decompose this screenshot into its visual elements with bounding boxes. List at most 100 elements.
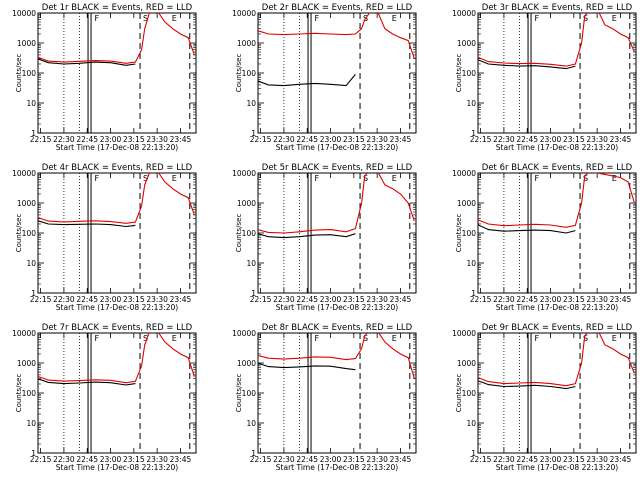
- plot-frame: [37, 12, 197, 134]
- series-line-events: [258, 233, 356, 239]
- panel-title: Det 3r BLACK = Events, RED = LLD: [482, 3, 633, 13]
- x-tick-label: 22:30: [273, 135, 295, 144]
- x-tick-label: 22:15: [30, 455, 52, 464]
- x-tick-label: 23:00: [320, 295, 342, 304]
- chart-panel-1r: Det 1r BLACK = Events, RED = LLD 1 10 100 10…: [12, 3, 197, 152]
- x-tick-label: 23:45: [170, 135, 192, 144]
- y-axis-label: Counts/sec: [455, 374, 463, 413]
- plot-frame: [37, 172, 197, 294]
- y-tick-label: 1000: [237, 39, 256, 48]
- x-tick-label: 22:45: [76, 295, 98, 304]
- marker-label-e: E: [392, 174, 397, 183]
- panel-title: Det 1r BLACK = Events, RED = LLD: [42, 3, 193, 13]
- x-tick-label: 23:30: [366, 455, 388, 464]
- series-line-lld: [38, 333, 195, 384]
- chart-panel-8r: Det 8r BLACK = Events, RED = LLD 1 10 100 10…: [232, 323, 417, 472]
- y-tick-label: 1000: [457, 199, 476, 208]
- y-tick-label: 10: [26, 259, 36, 268]
- marker-label-e: E: [392, 334, 397, 343]
- series-line-events: [38, 58, 136, 66]
- y-tick-label: 100: [22, 229, 37, 238]
- marker-label-f: F: [315, 334, 320, 343]
- x-tick-label: 23:15: [563, 295, 585, 304]
- series-line-events: [38, 220, 136, 228]
- marker-label-e: E: [392, 14, 397, 23]
- y-tick-label: 10: [26, 419, 36, 428]
- y-tick-label: 1: [251, 289, 256, 298]
- y-axis-label: Counts/sec: [15, 54, 23, 93]
- panel-title: Det 7r BLACK = Events, RED = LLD: [42, 323, 193, 333]
- series-line-lld: [478, 333, 635, 387]
- y-tick-label: 1: [31, 449, 36, 458]
- x-tick-label: 23:00: [100, 135, 122, 144]
- marker-label-s: S: [143, 14, 148, 23]
- marker-label-s: S: [583, 334, 588, 343]
- x-tick-label: 23:45: [610, 295, 632, 304]
- x-tick-label: 22:30: [53, 135, 75, 144]
- marker-label-f: F: [95, 14, 100, 23]
- marker-label-e: E: [172, 14, 177, 23]
- chart-panel-2r: Det 2r BLACK = Events, RED = LLD 1 10 100 10…: [232, 3, 417, 152]
- x-tick-label: 23:00: [540, 295, 562, 304]
- y-tick-label: 10000: [452, 329, 476, 338]
- y-tick-label: 10000: [232, 169, 256, 178]
- series-line-lld: [38, 13, 195, 64]
- y-tick-label: 10: [466, 259, 476, 268]
- x-tick-label: 23:45: [390, 295, 412, 304]
- x-tick-label: 23:30: [586, 295, 608, 304]
- marker-label-f: F: [535, 174, 540, 183]
- marker-label-s: S: [143, 174, 148, 183]
- x-tick-label: 22:30: [273, 455, 295, 464]
- y-tick-label: 1: [251, 449, 256, 458]
- y-tick-label: 100: [22, 69, 37, 78]
- x-axis-label: Start Time (17-Dec-08 22:13:20): [276, 303, 398, 312]
- x-axis-label: Start Time (17-Dec-08 22:13:20): [56, 463, 178, 472]
- x-tick-label: 23:00: [100, 295, 122, 304]
- y-tick-label: 10: [246, 259, 256, 268]
- y-tick-label: 1000: [17, 39, 36, 48]
- series-line-lld: [38, 173, 195, 224]
- y-tick-label: 10000: [232, 329, 256, 338]
- y-tick-label: 10: [466, 419, 476, 428]
- x-axis-label: Start Time (17-Dec-08 22:13:20): [496, 303, 618, 312]
- x-tick-label: 23:00: [100, 455, 122, 464]
- series-line-lld: [478, 13, 635, 67]
- marker-label-e: E: [612, 14, 617, 23]
- x-tick-label: 23:00: [540, 135, 562, 144]
- y-tick-label: 1: [31, 129, 36, 138]
- series-line-lld: [258, 333, 415, 379]
- x-tick-label: 22:15: [30, 135, 52, 144]
- x-tick-label: 23:45: [390, 455, 412, 464]
- x-tick-label: 22:30: [53, 455, 75, 464]
- x-axis-label: Start Time (17-Dec-08 22:13:20): [56, 303, 178, 312]
- x-tick-label: 23:30: [586, 455, 608, 464]
- x-tick-label: 22:15: [250, 135, 272, 144]
- series-line-events: [258, 362, 356, 371]
- x-tick-label: 23:30: [146, 135, 168, 144]
- chart-panel-7r: Det 7r BLACK = Events, RED = LLD 1 10 100 10…: [12, 323, 197, 472]
- y-tick-label: 10000: [12, 169, 36, 178]
- plot-frame: [477, 12, 637, 134]
- y-tick-label: 10: [26, 99, 36, 108]
- x-tick-label: 22:30: [273, 295, 295, 304]
- marker-label-f: F: [95, 174, 100, 183]
- y-axis-label: Counts/sec: [15, 374, 23, 413]
- x-axis-label: Start Time (17-Dec-08 22:13:20): [496, 143, 618, 152]
- marker-label-e: E: [612, 334, 617, 343]
- x-tick-label: 23:15: [123, 455, 145, 464]
- x-tick-label: 23:15: [563, 135, 585, 144]
- marker-label-f: F: [95, 334, 100, 343]
- x-tick-label: 22:45: [296, 135, 318, 144]
- y-tick-label: 10000: [452, 9, 476, 18]
- x-tick-label: 22:45: [516, 135, 538, 144]
- marker-label-e: E: [612, 174, 617, 183]
- x-tick-label: 22:15: [30, 295, 52, 304]
- x-tick-label: 22:45: [76, 455, 98, 464]
- x-tick-label: 22:15: [250, 455, 272, 464]
- x-tick-label: 22:30: [53, 295, 75, 304]
- y-tick-label: 10: [246, 99, 256, 108]
- panel-title: Det 2r BLACK = Events, RED = LLD: [262, 3, 413, 13]
- x-tick-label: 22:45: [516, 295, 538, 304]
- y-tick-label: 10: [246, 419, 256, 428]
